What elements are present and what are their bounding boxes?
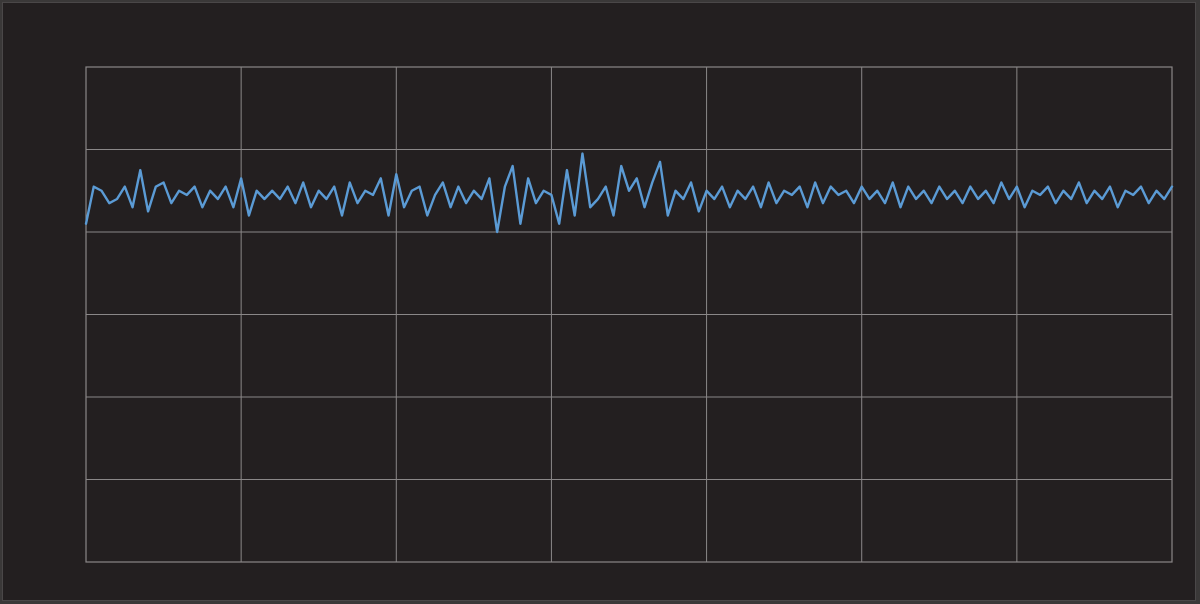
plot-border — [85, 66, 1173, 563]
grid-layer — [86, 67, 1172, 562]
signal-trace — [84, 152, 1174, 234]
trace-layer — [84, 152, 1174, 234]
